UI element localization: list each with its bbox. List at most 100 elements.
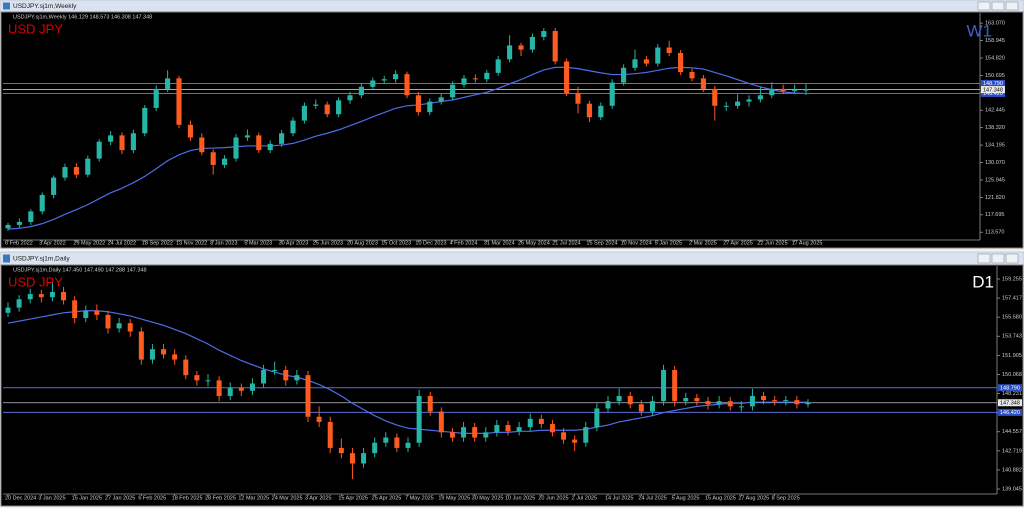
x-tick-label: 20 Jun 2025 bbox=[538, 495, 568, 501]
candle-body bbox=[199, 137, 205, 153]
x-tick-label: 21 Jul 2024 bbox=[552, 240, 580, 246]
candle-body bbox=[527, 418, 533, 428]
moving-average bbox=[7, 66, 807, 230]
candle-body bbox=[643, 59, 649, 64]
y-tick-label: 134.195 bbox=[985, 143, 1005, 149]
y-tick-label: 150.068 bbox=[1002, 372, 1022, 378]
candle-body bbox=[94, 310, 100, 315]
candle-body bbox=[51, 177, 57, 195]
candle-body bbox=[358, 86, 364, 96]
candle-body bbox=[210, 152, 216, 165]
candle-body bbox=[138, 331, 144, 360]
candle-body bbox=[749, 395, 755, 407]
candle-body bbox=[361, 453, 367, 464]
candle-body bbox=[564, 61, 570, 94]
x-tick-label: 13 Nov 2022 bbox=[176, 240, 207, 246]
candle-body bbox=[727, 401, 733, 407]
window-icon bbox=[3, 2, 10, 10]
x-tick-label: 2 Jul 2025 bbox=[572, 495, 597, 501]
timeframe-label: D1 bbox=[972, 272, 994, 291]
candle-body bbox=[712, 88, 718, 106]
candle-body bbox=[28, 211, 34, 222]
candle-body bbox=[16, 221, 22, 225]
candle-body bbox=[405, 442, 411, 448]
candle-body bbox=[216, 380, 222, 396]
window-button[interactable] bbox=[977, 1, 991, 11]
candle-body bbox=[772, 400, 778, 402]
candle-body bbox=[393, 74, 399, 80]
candle-body bbox=[119, 135, 125, 151]
window-button[interactable] bbox=[1005, 1, 1019, 11]
candle-body bbox=[484, 72, 490, 80]
x-tick-label: 27 Aug 2025 bbox=[738, 495, 769, 501]
window-button[interactable] bbox=[977, 253, 991, 264]
x-tick-label: 2 Mar 2025 bbox=[689, 240, 717, 246]
x-tick-label: 19 May 2025 bbox=[438, 495, 470, 501]
candle-body bbox=[305, 375, 311, 417]
price-line-tag bbox=[981, 79, 1005, 87]
window-button[interactable] bbox=[1005, 253, 1019, 264]
candle-body bbox=[27, 294, 33, 300]
window-button[interactable] bbox=[991, 253, 1005, 264]
candle-body bbox=[383, 437, 389, 443]
x-tick-label: 28 Feb 2025 bbox=[205, 495, 236, 501]
candle-body bbox=[427, 395, 433, 412]
y-tick-label: 155.580 bbox=[1002, 315, 1022, 321]
window-button[interactable] bbox=[991, 1, 1005, 11]
candle-body bbox=[538, 418, 544, 425]
candle-body bbox=[449, 432, 455, 438]
candle-body bbox=[227, 387, 233, 396]
candle-body bbox=[283, 369, 289, 381]
candle-body bbox=[505, 425, 511, 432]
candle-body bbox=[450, 84, 456, 98]
x-tick-label: 22 Jun 2025 bbox=[757, 240, 787, 246]
x-tick-label: 25 Jun 2023 bbox=[313, 240, 343, 246]
price-line-tag bbox=[981, 89, 1005, 97]
candle-body bbox=[130, 133, 136, 151]
candle-body bbox=[716, 401, 722, 405]
x-tick-label: 29 May 2022 bbox=[73, 240, 105, 246]
window-icon bbox=[3, 254, 10, 263]
x-tick-label: 15 Sep 2024 bbox=[586, 240, 617, 246]
candle-body bbox=[244, 135, 250, 138]
y-tick-label: 125.945 bbox=[985, 177, 1005, 183]
candle-body bbox=[700, 78, 706, 89]
x-tick-label: 8 Jan 2023 bbox=[210, 240, 237, 246]
y-tick-label: 144.557 bbox=[1002, 429, 1022, 435]
x-tick-label: 12 Mar 2025 bbox=[238, 495, 269, 501]
candle-body bbox=[183, 359, 189, 376]
x-tick-label: 10 Dec 2023 bbox=[415, 240, 446, 246]
y-tick-label: 121.820 bbox=[985, 195, 1005, 201]
candle-body bbox=[661, 369, 667, 402]
candle-body bbox=[327, 421, 333, 448]
window-title: USDJPY.sj1m,Daily bbox=[13, 256, 70, 263]
candle-body bbox=[316, 416, 322, 422]
candle-body bbox=[205, 380, 211, 382]
candle-body bbox=[267, 143, 273, 151]
moving-average bbox=[7, 310, 808, 434]
candle-body bbox=[803, 89, 809, 91]
x-tick-label: 3 Jan 2025 bbox=[38, 495, 65, 501]
candle-body bbox=[38, 294, 44, 298]
candle-body bbox=[165, 78, 171, 89]
candle-body bbox=[655, 47, 661, 64]
x-tick-label: 4 Feb 2024 bbox=[450, 240, 478, 246]
candle-body bbox=[279, 133, 285, 144]
y-tick-label: 130.070 bbox=[985, 160, 1005, 166]
candle-body bbox=[238, 387, 244, 391]
candle-body bbox=[672, 369, 678, 402]
candle-body bbox=[738, 406, 744, 408]
candle-body bbox=[761, 395, 767, 401]
x-tick-label: 15 Oct 2023 bbox=[381, 240, 411, 246]
candle-body bbox=[313, 104, 319, 106]
y-tick-label: 151.905 bbox=[1002, 353, 1022, 359]
candle-body bbox=[735, 101, 741, 106]
y-tick-label: 163.070 bbox=[985, 21, 1005, 27]
candle-body bbox=[338, 447, 344, 454]
candle-body bbox=[394, 437, 400, 448]
y-tick-label: 139.045 bbox=[1002, 486, 1022, 492]
x-tick-label: 31 Mar 2024 bbox=[484, 240, 515, 246]
candle-body bbox=[757, 95, 763, 100]
window-title: USDJPY.sj1m,Weekly bbox=[13, 3, 77, 10]
